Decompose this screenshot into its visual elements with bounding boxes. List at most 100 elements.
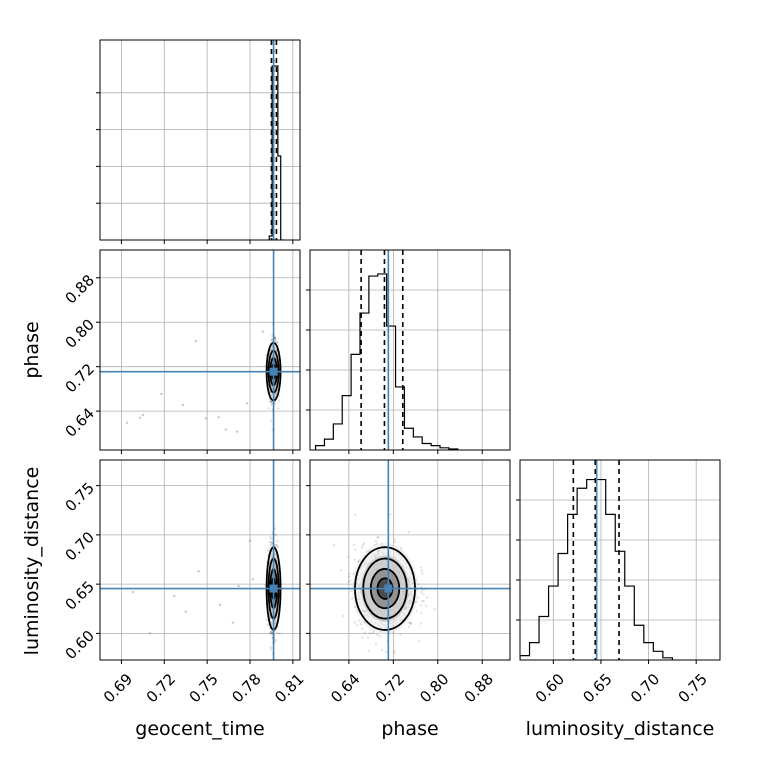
phase_hist-bars (314, 250, 459, 450)
phase_distance_density-sample-point (376, 536, 379, 539)
phase_distance_density-xtick-label: 0.88 (461, 670, 497, 706)
luminosity_distance_hist-panel: 0.60 0.65 0.70 0.75 (516, 459, 721, 706)
geocent_distance_density-outlier-point (173, 594, 176, 598)
phase_distance_density-sample-point (352, 543, 355, 546)
phase_distance_density-sample-point (354, 558, 357, 561)
phase_distance_density-sample-point (333, 543, 336, 547)
phase_distance_density-sample-point (378, 635, 382, 638)
phase_distance_density-sample-point (385, 651, 388, 654)
geocent_distance_density-outlier-point (148, 632, 152, 635)
geocent_phase_density-sample-point (270, 419, 273, 422)
y-label-phase: phase (21, 321, 43, 378)
phase_distance_density-sample-point (399, 633, 402, 636)
phase_distance_density-sample-point (419, 604, 422, 607)
geocent_distance_density-sample-point (274, 639, 278, 642)
geocent_phase_density-sample-point (275, 341, 278, 344)
phase_distance_density-sample-point (420, 569, 424, 572)
x-label-phase: phase (381, 718, 438, 740)
geocent_phase_density-sample-point (274, 338, 277, 342)
phase_distance_density-sample-point (420, 591, 423, 594)
geocent_distance_density-sample-point (268, 632, 272, 635)
geocent_phase_density-outlier-point (160, 392, 163, 396)
geocent_distance_density-sample-point (275, 539, 279, 543)
geocent_phase_density-outlier-point (181, 403, 185, 407)
phase_distance_density-sample-point (366, 636, 370, 639)
geocent_distance_density-sample-point (268, 547, 271, 550)
geocent_phase_density-outlier-point (141, 413, 145, 417)
geocent_phase_density-outlier-point (217, 416, 220, 419)
geocent_distance_density-sample-point (269, 648, 272, 651)
geocent_phase_density-sample-point (274, 336, 277, 340)
phase_distance_density-sample-point (409, 621, 412, 624)
phase_distance_density-sample-point (374, 540, 378, 543)
geocent_phase_density-frame (99, 249, 301, 451)
geocent_distance_density-xtick-label: 0.78 (228, 670, 264, 706)
geocent_phase_density-ytick-label: 0.72 (62, 360, 98, 396)
phase_distance_density-sample-point (407, 621, 410, 624)
phase_distance_density-sample-point (407, 531, 410, 534)
geocent_distance_density-sample-point (270, 542, 274, 545)
phase_distance_density-sample-point (361, 627, 364, 631)
geocent_distance_density-sample-point (268, 631, 272, 634)
phase_distance_density-sample-point (360, 623, 363, 626)
geocent_distance_density-outlier-point (237, 584, 240, 588)
geocent_phase_density-sample-point (265, 353, 268, 357)
phase_distance_density-xtick-label: 0.80 (416, 670, 452, 706)
geocent_time_hist-bars (268, 40, 284, 240)
geocent_distance_density-outlier-point (218, 603, 222, 607)
phase_distance_density-sample-point (357, 619, 361, 622)
geocent_distance_density-truth-marker (269, 584, 278, 593)
phase_distance_density-sample-point (424, 604, 428, 607)
geocent_phase_density-sample-point (267, 407, 270, 410)
luminosity_distance_hist-xtick-label: 0.65 (579, 670, 615, 706)
geocent_distance_density-panel: 0.600.650.700.750.69 0.72 0.75 0.78 0.81 (62, 459, 308, 706)
geocent_phase_density-sample-point (277, 407, 280, 410)
phase_distance_density-sample-point (356, 624, 359, 627)
luminosity_distance_hist-bars (520, 460, 673, 660)
geocent_distance_density-sample-point (274, 533, 278, 536)
phase_distance_density-sample-point (361, 636, 364, 640)
phase_distance_density-xtick-label: 0.72 (372, 670, 408, 706)
geocent_phase_density-sample-point (271, 334, 274, 337)
phase_distance_density-truth-marker (384, 584, 393, 593)
geocent_distance_density-sample-point (276, 544, 279, 548)
geocent_distance_density-sample-point (267, 549, 270, 552)
geocent_phase_density-ytick-label: 0.64 (62, 404, 98, 440)
geocent_time_hist-panel (96, 39, 301, 244)
phase_distance_density-sample-point (417, 640, 421, 643)
phase_distance_density-sample-point (419, 585, 423, 589)
geocent_phase_density-sample-point (269, 339, 273, 342)
geocent_distance_density-sample-point (265, 618, 268, 621)
geocent_phase_density-sample-point (268, 400, 272, 403)
geocent_phase_density-sample-point (276, 341, 280, 344)
geocent_distance_density-sample-point (278, 632, 281, 635)
phase_distance_density-sample-point (374, 643, 377, 646)
luminosity_distance_hist-xtick-label: 0.60 (532, 670, 568, 706)
phase_distance_density-sample-point (420, 612, 423, 615)
phase_distance_density-sample-point (354, 548, 357, 551)
phase_distance_density-sample-point (407, 625, 411, 628)
geocent_distance_density-frame (99, 459, 301, 661)
phase_distance_density-sample-point (393, 540, 397, 544)
geocent_distance_density-sample-point (269, 537, 273, 540)
geocent_phase_density-sample-point (274, 337, 277, 340)
phase_hist-frame (309, 249, 511, 451)
geocent_distance_density-sample-point (266, 623, 269, 626)
phase_distance_density-sample-point (393, 652, 396, 655)
phase_distance_density-sample-point (376, 633, 379, 637)
geocent_distance_density-outlier-point (197, 570, 200, 573)
phase_distance_density-sample-point (393, 650, 396, 653)
geocent_phase_density-outlier-point (194, 339, 197, 343)
geocent_distance_density-sample-point (275, 543, 278, 547)
geocent_phase_density-outlier-point (224, 428, 227, 431)
geocent_phase_density-outlier-point (204, 417, 207, 420)
geocent_phase_density-sample-point (278, 399, 281, 402)
y-label-luminosity-distance: luminosity_distance (21, 467, 43, 656)
geocent_distance_density-sample-point (269, 541, 272, 544)
phase_distance_density-sample-point (347, 575, 351, 579)
luminosity_distance_hist-xtick-label: 0.75 (675, 670, 711, 706)
geocent_phase_density-sample-point (270, 338, 273, 341)
phase_distance_density-sample-point (363, 631, 366, 634)
geocent_phase_density-sample-point (273, 336, 277, 339)
phase_distance_density-frame (309, 459, 511, 661)
